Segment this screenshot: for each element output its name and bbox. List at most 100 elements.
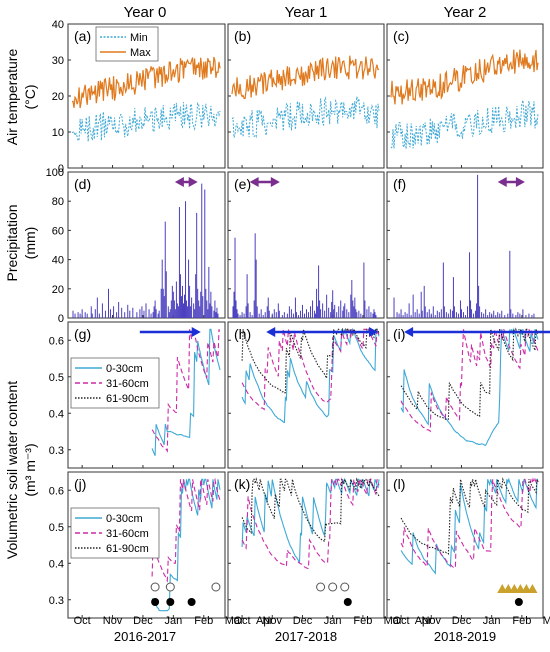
soil-legend-lower-label-2: 61-90cm — [106, 543, 149, 555]
soil-line-2-2-1 — [400, 327, 539, 433]
soil-line-2-0-1 — [151, 328, 221, 453]
month-label-2-0: Oct — [393, 615, 410, 627]
panel-1-0-frame — [67, 171, 226, 319]
soil-arrow-0 — [139, 327, 201, 337]
panel-0-2-letter: (c) — [393, 28, 409, 44]
ytick-label-1-1: 20 — [52, 284, 64, 296]
ylabel-air-temperature: Air temperature — [4, 49, 20, 146]
triangle-marker-2-5 — [527, 584, 538, 593]
month-label-2-5: Mar — [543, 615, 550, 627]
soil-line-3-0-0 — [151, 478, 221, 612]
open-circle-marker-0-0 — [150, 582, 160, 592]
soil-line-2-2-0 — [400, 327, 539, 446]
soil-legend-lower: 0-30cm 31-60cm 61-90cm — [70, 507, 160, 559]
ytick-label-0-1: 10 — [52, 127, 64, 139]
panel-3-2-letter: (l) — [393, 476, 405, 492]
month-label-0-0: Oct — [74, 615, 91, 627]
ytick-label-2-2: 0.5 — [49, 372, 64, 384]
soil-line-3-1-1 — [241, 477, 380, 570]
soil-line-3-2-1 — [400, 477, 539, 569]
panel-0-1-letter: (b) — [234, 28, 251, 44]
ytick-label-1-2: 40 — [52, 255, 64, 267]
filled-circle-marker-0-1 — [166, 598, 175, 606]
column-title-year-2: Year 2 — [444, 4, 487, 21]
filled-circle-marker-0-0 — [151, 598, 160, 606]
temp-min-line-1 — [231, 96, 380, 139]
temp-max-line-1 — [231, 55, 380, 100]
ytick-label-2-0: 0.3 — [49, 445, 64, 457]
panel-0-0-letter: (a) — [74, 28, 91, 44]
soil-line-3-1-2 — [241, 477, 380, 543]
filled-circle-marker-1-0 — [343, 598, 352, 606]
precip-double-arrow-1 — [249, 177, 280, 187]
month-label-2-3: Jan — [483, 615, 501, 627]
filled-circle-marker-2-0 — [514, 598, 523, 606]
open-circle-marker-0-1 — [165, 582, 175, 592]
panel-3-2-frame — [386, 471, 544, 619]
temp-min-line-0 — [71, 101, 221, 143]
panel-3-1-letter: (k) — [234, 476, 250, 492]
precip-double-arrow-0 — [174, 177, 198, 187]
ytick-label-1-0: 0 — [58, 313, 64, 325]
month-label-0-5: Mar — [225, 615, 244, 627]
ylabel-air-temperature-unit: (°C) — [22, 84, 38, 109]
ytick-label-3-1: 0.4 — [49, 558, 64, 570]
soil-legend-lower-label-1: 31-60cm — [106, 528, 149, 540]
month-label-1-0: Oct — [234, 615, 251, 627]
ytick-label-3-2: 0.5 — [49, 522, 64, 534]
month-label-2-1: Nov — [421, 615, 441, 627]
panel-2-1-letter: (h) — [234, 326, 251, 342]
temp-legend-max-label: Max — [130, 47, 151, 59]
ylabel-soil-water-unit: (m³ m⁻³) — [22, 443, 38, 496]
precip-double-arrow-0-head-left — [174, 177, 184, 187]
soil-line-2-0-0 — [151, 328, 221, 456]
panel-1-1-frame — [227, 171, 385, 319]
precip-double-arrow-1-head-left — [249, 177, 259, 187]
ytick-label-0-3: 30 — [52, 55, 64, 67]
ytick-label-0-0: 0 — [58, 163, 64, 175]
month-label-1-5: Mar — [384, 615, 403, 627]
soil-arrow-0-head-right — [191, 327, 201, 337]
month-label-0-4: Feb — [194, 615, 213, 627]
month-label-1-2: Dec — [293, 615, 313, 627]
panel-1-0-letter: (d) — [74, 176, 91, 192]
soil-line-3-2-0 — [400, 477, 538, 576]
panel-0-1-frame — [227, 23, 385, 169]
open-circle-marker-0-2 — [211, 582, 221, 592]
month-label-1-3: Jan — [324, 615, 342, 627]
plot-grid: (a) (b) (c) (d) (e) (f) (g) (h) (i) (j) (k) (l) 0 10 2… — [46, 19, 550, 627]
panel-2-2-letter: (i) — [393, 326, 405, 342]
month-label-1-6: Apr — [415, 615, 432, 627]
ytick-label-0-2: 20 — [52, 91, 64, 103]
month-label-0-3: Jan — [164, 615, 182, 627]
ylabel-precipitation-unit: (mm) — [22, 227, 38, 260]
panel-1-2-frame — [386, 171, 544, 319]
precip-double-arrow-2 — [497, 177, 525, 187]
panel-3-1-frame — [227, 471, 385, 619]
soil-line-2-1-1 — [241, 327, 380, 411]
ytick-label-2-3: 0.6 — [49, 335, 64, 347]
soil-legend-upper-label-1: 31-60cm — [106, 378, 149, 390]
month-label-2-4: Feb — [512, 615, 531, 627]
season-label-year-0: 2016-2017 — [114, 629, 176, 644]
temp-legend-min-label: Min — [130, 32, 148, 44]
soil-double-arrow-1 — [266, 327, 378, 337]
temp-legend-box — [95, 26, 159, 62]
ylabel-soil-water: Volumetric soil water content — [4, 381, 20, 559]
month-label-0-6: Apr — [256, 615, 273, 627]
ytick-label-3-0: 0.3 — [49, 595, 64, 607]
soil-line-3-1-0 — [241, 477, 380, 564]
soil-double-arrow-2-head-left — [404, 327, 414, 337]
month-label-2-2: Dec — [452, 615, 472, 627]
ytick-label-2-1: 0.4 — [49, 408, 64, 420]
column-title-year-0: Year 0 — [124, 4, 167, 21]
ytick-label-1-3: 60 — [52, 225, 64, 237]
ytick-label-1-5: 100 — [46, 167, 64, 179]
precip-double-arrow-2-head-right — [515, 177, 525, 187]
ylabel-precipitation: Precipitation — [4, 204, 20, 281]
soil-legend-upper-label-0: 0-30cm — [106, 363, 143, 375]
open-circle-marker-1-1 — [328, 582, 338, 592]
ytick-label-1-4: 80 — [52, 196, 64, 208]
month-label-1-1: Nov — [262, 615, 282, 627]
